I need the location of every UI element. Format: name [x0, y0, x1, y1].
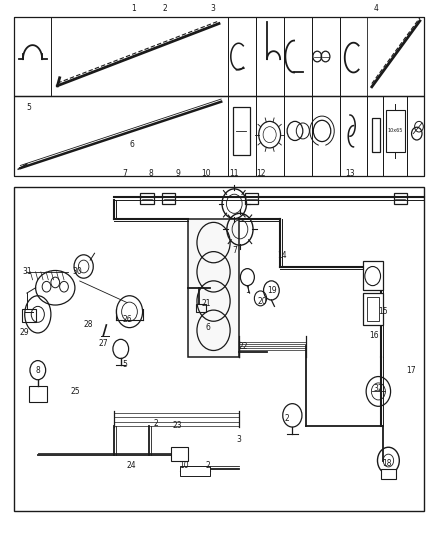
Text: 2: 2: [162, 4, 167, 13]
Text: 26: 26: [123, 315, 132, 324]
Bar: [14, 17, 51, 96]
Bar: [228, 96, 256, 176]
Bar: [162, 193, 175, 204]
Bar: [14, 187, 424, 511]
Bar: [372, 118, 380, 152]
Bar: [29, 386, 46, 402]
Text: 18: 18: [382, 459, 392, 467]
Text: 11: 11: [230, 169, 239, 178]
Text: 3: 3: [210, 4, 215, 13]
Bar: [386, 110, 405, 152]
Text: 4: 4: [374, 4, 378, 13]
Text: 6: 6: [206, 323, 211, 332]
Bar: [381, 469, 396, 479]
Bar: [233, 107, 250, 155]
Text: 25: 25: [70, 387, 80, 396]
Bar: [284, 96, 311, 176]
Bar: [311, 96, 339, 176]
Bar: [21, 309, 35, 322]
Bar: [256, 96, 284, 176]
Text: 9: 9: [175, 169, 180, 178]
Text: 15: 15: [378, 307, 388, 316]
Text: 19: 19: [268, 286, 277, 295]
Text: 24: 24: [127, 462, 137, 470]
Text: 14: 14: [278, 252, 287, 260]
Text: 1: 1: [131, 4, 136, 13]
Bar: [311, 17, 339, 96]
Bar: [284, 17, 311, 96]
Text: 13: 13: [345, 169, 355, 178]
Bar: [196, 304, 206, 312]
Text: 2: 2: [153, 419, 158, 428]
Bar: [180, 466, 210, 477]
Text: 8: 8: [149, 169, 154, 178]
Text: 29: 29: [19, 328, 28, 337]
Text: 3: 3: [236, 435, 241, 444]
Text: 6: 6: [129, 140, 134, 149]
Text: 17: 17: [406, 366, 416, 375]
Bar: [339, 96, 367, 176]
Text: 10: 10: [179, 462, 189, 470]
Text: 27: 27: [99, 339, 108, 348]
Bar: [141, 193, 153, 204]
Text: 2: 2: [284, 414, 289, 423]
Text: 2: 2: [206, 462, 211, 470]
Text: 7: 7: [123, 169, 127, 178]
Text: 16: 16: [369, 331, 379, 340]
Bar: [367, 297, 379, 321]
Text: 30: 30: [72, 268, 82, 276]
Bar: [383, 96, 407, 176]
Text: 10x65: 10x65: [388, 128, 403, 133]
Text: 32: 32: [374, 384, 383, 393]
Bar: [339, 17, 367, 96]
Text: 28: 28: [83, 320, 93, 329]
Text: 20: 20: [258, 296, 268, 305]
Text: 31: 31: [22, 268, 32, 276]
Text: 21: 21: [201, 299, 211, 308]
Bar: [367, 96, 383, 176]
Bar: [407, 96, 424, 176]
Text: 12: 12: [256, 169, 265, 178]
Bar: [245, 193, 258, 204]
Bar: [363, 261, 383, 290]
Bar: [188, 219, 239, 357]
Text: 10: 10: [201, 169, 211, 178]
Text: 8: 8: [35, 366, 40, 375]
Text: 5: 5: [27, 102, 32, 111]
Bar: [228, 17, 256, 96]
Bar: [394, 193, 407, 204]
Bar: [171, 447, 188, 461]
Bar: [363, 293, 383, 325]
Text: 22: 22: [238, 342, 248, 351]
Text: 1: 1: [245, 286, 250, 295]
Text: 7: 7: [232, 246, 237, 255]
Bar: [14, 96, 228, 176]
Text: 23: 23: [173, 422, 182, 431]
Bar: [256, 17, 284, 96]
Bar: [14, 17, 424, 96]
Bar: [339, 17, 424, 96]
Text: 5: 5: [123, 360, 127, 369]
Bar: [14, 96, 424, 176]
